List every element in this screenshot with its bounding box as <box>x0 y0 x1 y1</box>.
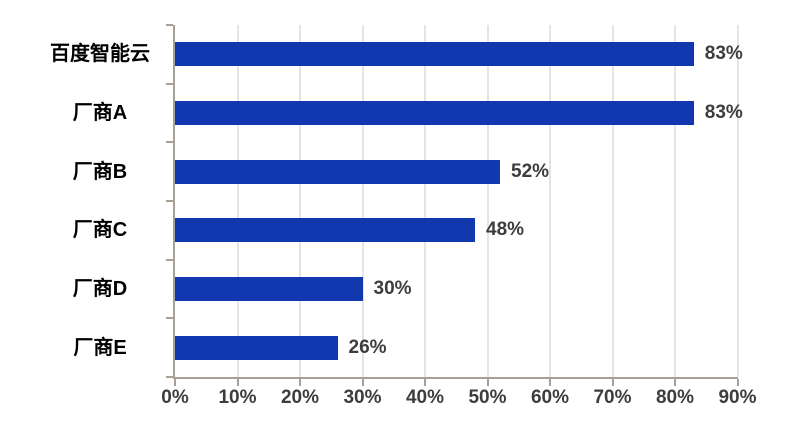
x-axis-tick-0% <box>174 379 176 386</box>
x-axis-tick-30% <box>361 379 364 386</box>
x-tick-label-50%: 50% <box>468 387 507 408</box>
category-label-厂商A: 厂商A <box>72 102 128 124</box>
value-label-厂商A: 83% <box>704 102 743 123</box>
x-axis-tick-90% <box>736 379 739 386</box>
value-label-厂商E: 26% <box>348 336 387 358</box>
y-axis-line <box>173 25 175 379</box>
x-tick-label-70%: 70% <box>593 387 632 408</box>
gridline-70% <box>611 25 614 377</box>
value-label-百度智能云: 83% <box>704 43 743 65</box>
x-tick-label-40%: 40% <box>405 387 445 408</box>
gridline-30% <box>361 25 364 377</box>
category-label-厂商C: 厂商C <box>72 219 128 242</box>
x-tick-label-80%: 80% <box>655 387 695 408</box>
bar-厂商C <box>175 218 475 243</box>
category-label-厂商D: 厂商D <box>72 278 128 300</box>
y-axis-tick <box>166 141 173 144</box>
x-tick-label-20%: 20% <box>280 387 320 408</box>
gridline-40% <box>424 25 426 377</box>
gridline-90% <box>736 25 739 377</box>
x-axis-tick-60% <box>549 379 551 386</box>
x-tick-label-30%: 30% <box>343 387 382 408</box>
x-axis-tick-70% <box>611 379 614 386</box>
bar-厂商E <box>175 335 338 360</box>
x-axis-tick-40% <box>424 379 426 386</box>
x-axis-tick-10% <box>236 379 239 386</box>
x-tick-label-10%: 10% <box>218 387 257 408</box>
x-axis-tick-80% <box>674 379 676 386</box>
gridline-60% <box>549 25 551 377</box>
gridline-50% <box>486 25 489 377</box>
bar-厂商B <box>175 159 500 184</box>
gridline-80% <box>674 25 676 377</box>
y-axis-tick <box>166 82 173 85</box>
category-label-百度智能云: 百度智能云 <box>50 43 150 66</box>
y-axis-tick <box>166 24 173 26</box>
x-axis-tick-50% <box>486 379 489 386</box>
value-label-厂商C: 48% <box>486 219 525 241</box>
category-label-厂商B: 厂商B <box>72 160 128 183</box>
bar-百度智能云 <box>175 42 694 67</box>
category-label-厂商E: 厂商E <box>73 336 127 359</box>
gridline-10% <box>236 25 239 377</box>
x-axis-tick-20% <box>299 379 301 386</box>
bar-厂商D <box>175 277 363 301</box>
bar-厂商A <box>175 101 694 125</box>
x-tick-label-60%: 60% <box>530 387 570 408</box>
gridline-20% <box>299 25 301 377</box>
y-axis-tick <box>166 376 173 378</box>
x-tick-label-90%: 90% <box>718 387 757 408</box>
y-axis-tick <box>166 317 173 320</box>
value-label-厂商D: 30% <box>373 278 412 299</box>
value-label-厂商B: 52% <box>511 160 550 182</box>
x-axis-line <box>173 377 738 379</box>
y-axis-tick <box>166 258 173 261</box>
y-axis-tick <box>166 200 173 202</box>
x-tick-label-0%: 0% <box>161 387 189 408</box>
